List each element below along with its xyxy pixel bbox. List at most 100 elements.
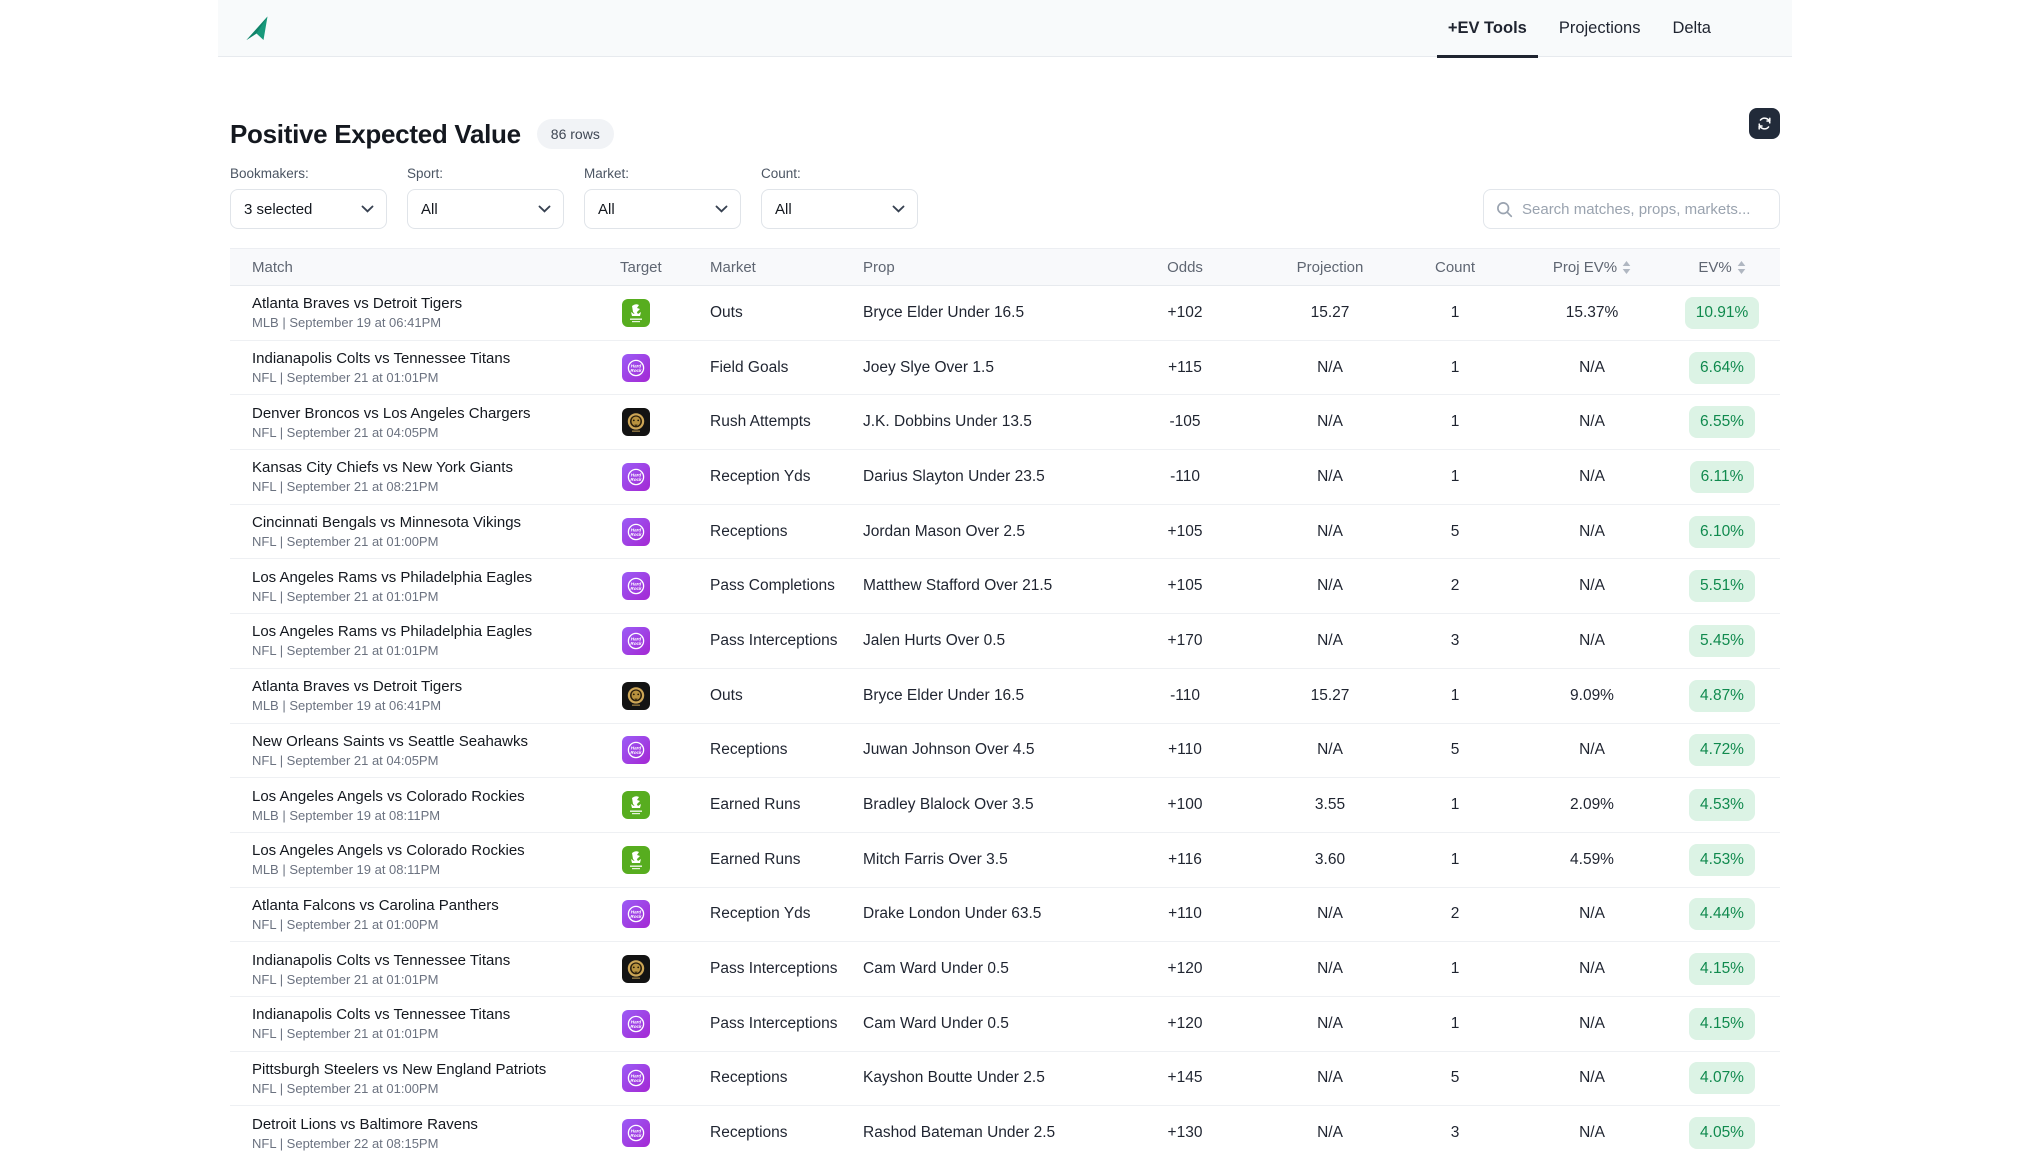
- search-input[interactable]: [1522, 200, 1767, 218]
- title-row: Positive Expected Value 86 rows: [230, 108, 1780, 154]
- market-cell: Reception Yds: [710, 467, 811, 485]
- market-filter-label: Market:: [584, 166, 630, 181]
- count-select[interactable]: All: [761, 189, 918, 229]
- table-row[interactable]: Indianapolis Colts vs Tennessee Titans N…: [230, 996, 1780, 1052]
- search-icon: [1496, 201, 1513, 218]
- match-name: Indianapolis Colts vs Tennessee Titans: [252, 350, 511, 368]
- table-row[interactable]: Atlanta Braves vs Detroit Tigers MLB | S…: [230, 286, 1780, 341]
- table-row[interactable]: Indianapolis Colts vs Tennessee Titans N…: [230, 942, 1780, 997]
- market-cell: Receptions: [710, 1069, 788, 1087]
- count-cell: 3: [1450, 631, 1460, 649]
- proj-ev-cell: N/A: [1579, 358, 1605, 376]
- match-name: Atlanta Braves vs Detroit Tigers: [252, 678, 463, 696]
- prop-cell: Matthew Stafford Over 21.5: [863, 577, 1053, 595]
- count-cell: 2: [1450, 905, 1460, 923]
- table-row[interactable]: Denver Broncos vs Los Angeles Chargers N…: [230, 395, 1780, 451]
- ev-badge: 4.07%: [1689, 1062, 1755, 1095]
- prop-cell: Mitch Farris Over 3.5: [863, 850, 1008, 868]
- match-name: Indianapolis Colts vs Tennessee Titans: [252, 951, 511, 969]
- proj-ev-cell: N/A: [1579, 1124, 1605, 1142]
- ev-badge: 4.53%: [1689, 789, 1755, 822]
- column-header-proj-ev[interactable]: Proj EV%: [1520, 259, 1664, 276]
- tab-ev-tools[interactable]: +EV Tools: [1436, 0, 1538, 58]
- sort-icon: [1737, 260, 1746, 274]
- ev-table: Match Target Market Prop Odds Projection…: [218, 248, 1792, 1152]
- match-name: Los Angeles Angels vs Colorado Rockies: [252, 842, 525, 860]
- tab-delta[interactable]: Delta: [1672, 18, 1711, 37]
- table-row[interactable]: Atlanta Falcons vs Carolina Panthers NFL…: [230, 887, 1780, 943]
- market-cell: Field Goals: [710, 358, 789, 376]
- table-row[interactable]: Los Angeles Rams vs Philadelphia Eagles …: [230, 614, 1780, 669]
- table-row[interactable]: Los Angeles Angels vs Colorado Rockies M…: [230, 778, 1780, 833]
- table-header-row: Match Target Market Prop Odds Projection…: [230, 248, 1780, 286]
- match-name: Kansas City Chiefs vs New York Giants: [252, 459, 513, 477]
- svg-text:Rock: Rock: [630, 532, 642, 537]
- match-league-time: NFL | September 21 at 01:00PM: [252, 534, 439, 550]
- proj-ev-cell: N/A: [1579, 960, 1605, 978]
- projection-cell: N/A: [1317, 1069, 1343, 1087]
- tab-projections[interactable]: Projections: [1558, 18, 1641, 37]
- ev-badge: 10.91%: [1684, 296, 1760, 329]
- projection-cell: 3.55: [1314, 796, 1346, 814]
- count-cell: 5: [1450, 522, 1460, 540]
- projection-cell: N/A: [1317, 905, 1343, 923]
- brand-logo-icon[interactable]: [243, 11, 273, 45]
- ev-badge: 5.45%: [1689, 624, 1755, 657]
- match-name: Los Angeles Rams vs Philadelphia Eagles: [252, 623, 533, 641]
- table-row[interactable]: Cincinnati Bengals vs Minnesota Vikings …: [230, 504, 1780, 560]
- table-row[interactable]: Pittsburgh Steelers vs New England Patri…: [230, 1051, 1780, 1107]
- table-row[interactable]: Los Angeles Angels vs Colorado Rockies M…: [230, 832, 1780, 888]
- ev-badge: 4.15%: [1689, 1007, 1755, 1040]
- table-row[interactable]: Kansas City Chiefs vs New York Giants NF…: [230, 450, 1780, 505]
- proj-ev-cell: N/A: [1579, 1069, 1605, 1087]
- match-league-time: NFL | September 21 at 04:05PM: [252, 424, 439, 440]
- proj-ev-cell: N/A: [1579, 577, 1605, 595]
- column-header-ev[interactable]: EV%: [1664, 259, 1780, 276]
- match-name: Pittsburgh Steelers vs New England Patri…: [252, 1060, 547, 1078]
- bookmaker-icon-draftkings: [622, 791, 650, 820]
- proj-ev-cell: N/A: [1579, 1014, 1605, 1032]
- table-row[interactable]: New Orleans Saints vs Seattle Seahawks N…: [230, 723, 1780, 779]
- table-row[interactable]: Atlanta Braves vs Detroit Tigers MLB | S…: [230, 668, 1780, 724]
- nav-tabs: +EV Tools Projections Delta: [1436, 0, 1792, 58]
- bookmaker-icon-betmgm: [622, 681, 650, 710]
- match-league-time: NFL | September 21 at 01:01PM: [252, 1026, 439, 1042]
- odds-cell: +120: [1167, 1014, 1203, 1032]
- svg-text:Hard: Hard: [631, 1019, 642, 1024]
- prop-cell: Joey Slye Over 1.5: [863, 358, 994, 376]
- market-select[interactable]: All: [584, 189, 741, 229]
- ev-badge: 6.10%: [1689, 515, 1755, 548]
- chevron-down-icon: [361, 205, 374, 213]
- count-select-value: All: [775, 200, 792, 218]
- column-header-projection: Projection: [1296, 258, 1364, 276]
- column-header-target: Target: [620, 258, 662, 276]
- proj-ev-cell: 4.59%: [1570, 850, 1614, 868]
- count-cell: 1: [1450, 413, 1460, 431]
- projection-cell: N/A: [1317, 522, 1343, 540]
- proj-ev-cell: 15.37%: [1565, 303, 1619, 321]
- svg-text:Hard: Hard: [631, 1129, 642, 1134]
- match-league-time: NFL | September 21 at 01:01PM: [252, 643, 439, 659]
- match-league-time: NFL | September 21 at 01:01PM: [252, 370, 439, 386]
- bookmaker-icon-hardrock: Hard Rock: [622, 1064, 650, 1093]
- odds-cell: -110: [1170, 686, 1200, 704]
- match-league-time: NFL | September 21 at 01:01PM: [252, 588, 439, 604]
- svg-text:Rock: Rock: [630, 368, 642, 373]
- bookmaker-icon-hardrock: Hard Rock: [622, 462, 650, 491]
- ev-badge: 4.05%: [1689, 1117, 1755, 1150]
- table-row[interactable]: Detroit Lions vs Baltimore Ravens NFL | …: [230, 1106, 1780, 1152]
- ev-badge: 6.11%: [1689, 460, 1755, 493]
- column-header-ev-label: EV%: [1698, 258, 1732, 276]
- table-row[interactable]: Indianapolis Colts vs Tennessee Titans N…: [230, 340, 1780, 396]
- chevron-down-icon: [715, 205, 728, 213]
- table-row[interactable]: Los Angeles Rams vs Philadelphia Eagles …: [230, 559, 1780, 615]
- bookmakers-select[interactable]: 3 selected: [230, 189, 387, 229]
- odds-cell: +130: [1167, 1124, 1203, 1142]
- svg-text:Hard: Hard: [631, 527, 642, 532]
- projection-cell: N/A: [1317, 577, 1343, 595]
- sport-select[interactable]: All: [407, 189, 564, 229]
- prop-cell: Cam Ward Under 0.5: [863, 960, 1009, 978]
- refresh-button[interactable]: [1749, 108, 1780, 139]
- search-box: [1483, 189, 1780, 229]
- prop-cell: Bryce Elder Under 16.5: [863, 303, 1025, 321]
